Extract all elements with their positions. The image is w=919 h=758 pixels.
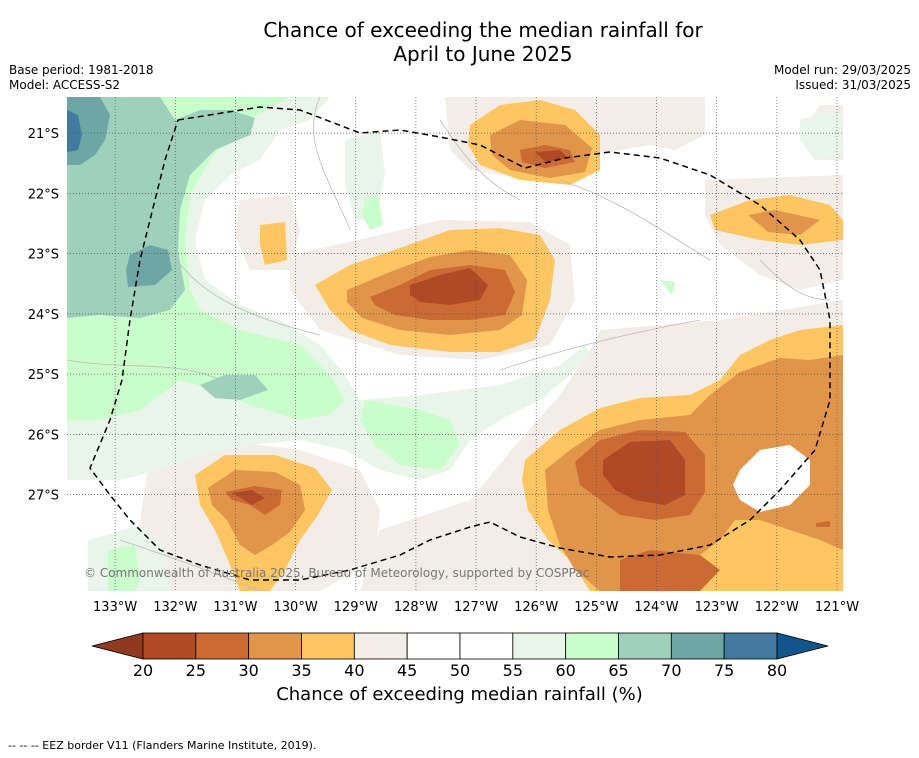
colorbar-segment [459,632,514,660]
copyright-text: © Commonwealth of Australia 2025, Bureau… [84,566,589,580]
colorbar-segment [142,632,197,660]
colorbar-segment [565,632,619,660]
colorbar-tick-label: 25 [186,661,206,680]
longitude-label: 124°W [634,600,678,615]
map-title: Chance of exceeding the median rainfall … [0,18,919,66]
run-info: Model run: 29/03/2025 Issued: 31/03/2025 [774,63,911,93]
colorbar-tick-label: 75 [714,661,734,680]
issued-date: Issued: 31/03/2025 [795,78,911,92]
colorbar-extend-high [776,632,829,660]
colorbar-tick-label: 70 [661,661,681,680]
longitude-label: 121°W [815,600,859,615]
latitude-label: 25°S [28,368,59,383]
colorbar [91,632,829,660]
colorbar-label: Chance of exceeding median rainfall (%) [276,684,643,705]
latitude-label: 22°S [28,187,59,202]
longitude-label: 129°W [334,600,378,615]
colorbar-tick-label: 45 [397,661,417,680]
eez-legend-note: -- -- -- EEZ border V11 (Flanders Marine… [8,739,317,752]
colorbar-tick-label: 20 [133,661,153,680]
colorbar-tick-label: 55 [503,661,523,680]
colorbar-extend-low [91,632,144,660]
colorbar-tick-label: 30 [238,661,258,680]
longitude-label: 128°W [394,600,438,615]
colorbar-tick-label: 40 [344,661,364,680]
colorbar-segment [618,632,672,660]
colorbar-tick-label: 60 [555,661,575,680]
base-period: Base period: 1981-2018 [9,63,154,77]
longitude-label: 122°W [755,600,799,615]
colorbar-segment [353,632,408,660]
base-period-info: Base period: 1981-2018 Model: ACCESS-S2 [9,63,154,93]
latitude-label: 27°S [28,489,59,504]
contour-lines [67,97,831,591]
longitude-label: 133°W [93,600,137,615]
band-65-70 [67,97,268,400]
latitude-labels: 21°S 22°S 23°S 24°S 25°S 26°S 27°S [28,127,59,503]
title-line-2: April to June 2025 [393,42,573,66]
longitude-label: 132°W [153,600,197,615]
colorbar-segment [670,632,725,660]
model-name: Model: ACCESS-S2 [9,78,121,92]
colorbar-tick-label: 50 [450,661,470,680]
longitude-label: 131°W [213,600,257,615]
longitude-label: 123°W [695,600,739,615]
longitude-label: 125°W [574,600,618,615]
latitude-label: 23°S [28,248,59,263]
band-45-55-hole [733,445,810,512]
colorbar-segment [406,632,461,660]
longitude-label: 126°W [514,600,558,615]
colorbar-segment [301,632,355,660]
longitude-label: 130°W [274,600,318,615]
map-plot-area [67,97,843,591]
colorbar-tick-label: 80 [767,661,787,680]
colorbar-segment [723,632,778,660]
band-20-25 [232,150,685,505]
title-line-1: Chance of exceeding the median rainfall … [263,18,703,42]
model-run: Model run: 29/03/2025 [773,63,911,77]
graticule [67,97,843,591]
longitude-label: 127°W [454,600,498,615]
latitude-label: 26°S [28,428,59,443]
colorbar-tick-label: 65 [608,661,628,680]
colorbar-segment [512,632,567,660]
colorbar-segment [195,632,250,660]
longitude-labels: 133°W 132°W 131°W 130°W 129°W 128°W 127°W 126°W… [93,600,859,615]
colorbar-tick-label: 35 [291,661,311,680]
latitude-label: 21°S [28,127,59,142]
colorbar-segment [248,632,302,660]
colorbar-ticks: 20 25 30 35 40 45 50 55 60 65 70 75 80 [133,661,787,680]
latitude-label: 24°S [28,308,59,323]
band-75-80 [67,110,82,152]
